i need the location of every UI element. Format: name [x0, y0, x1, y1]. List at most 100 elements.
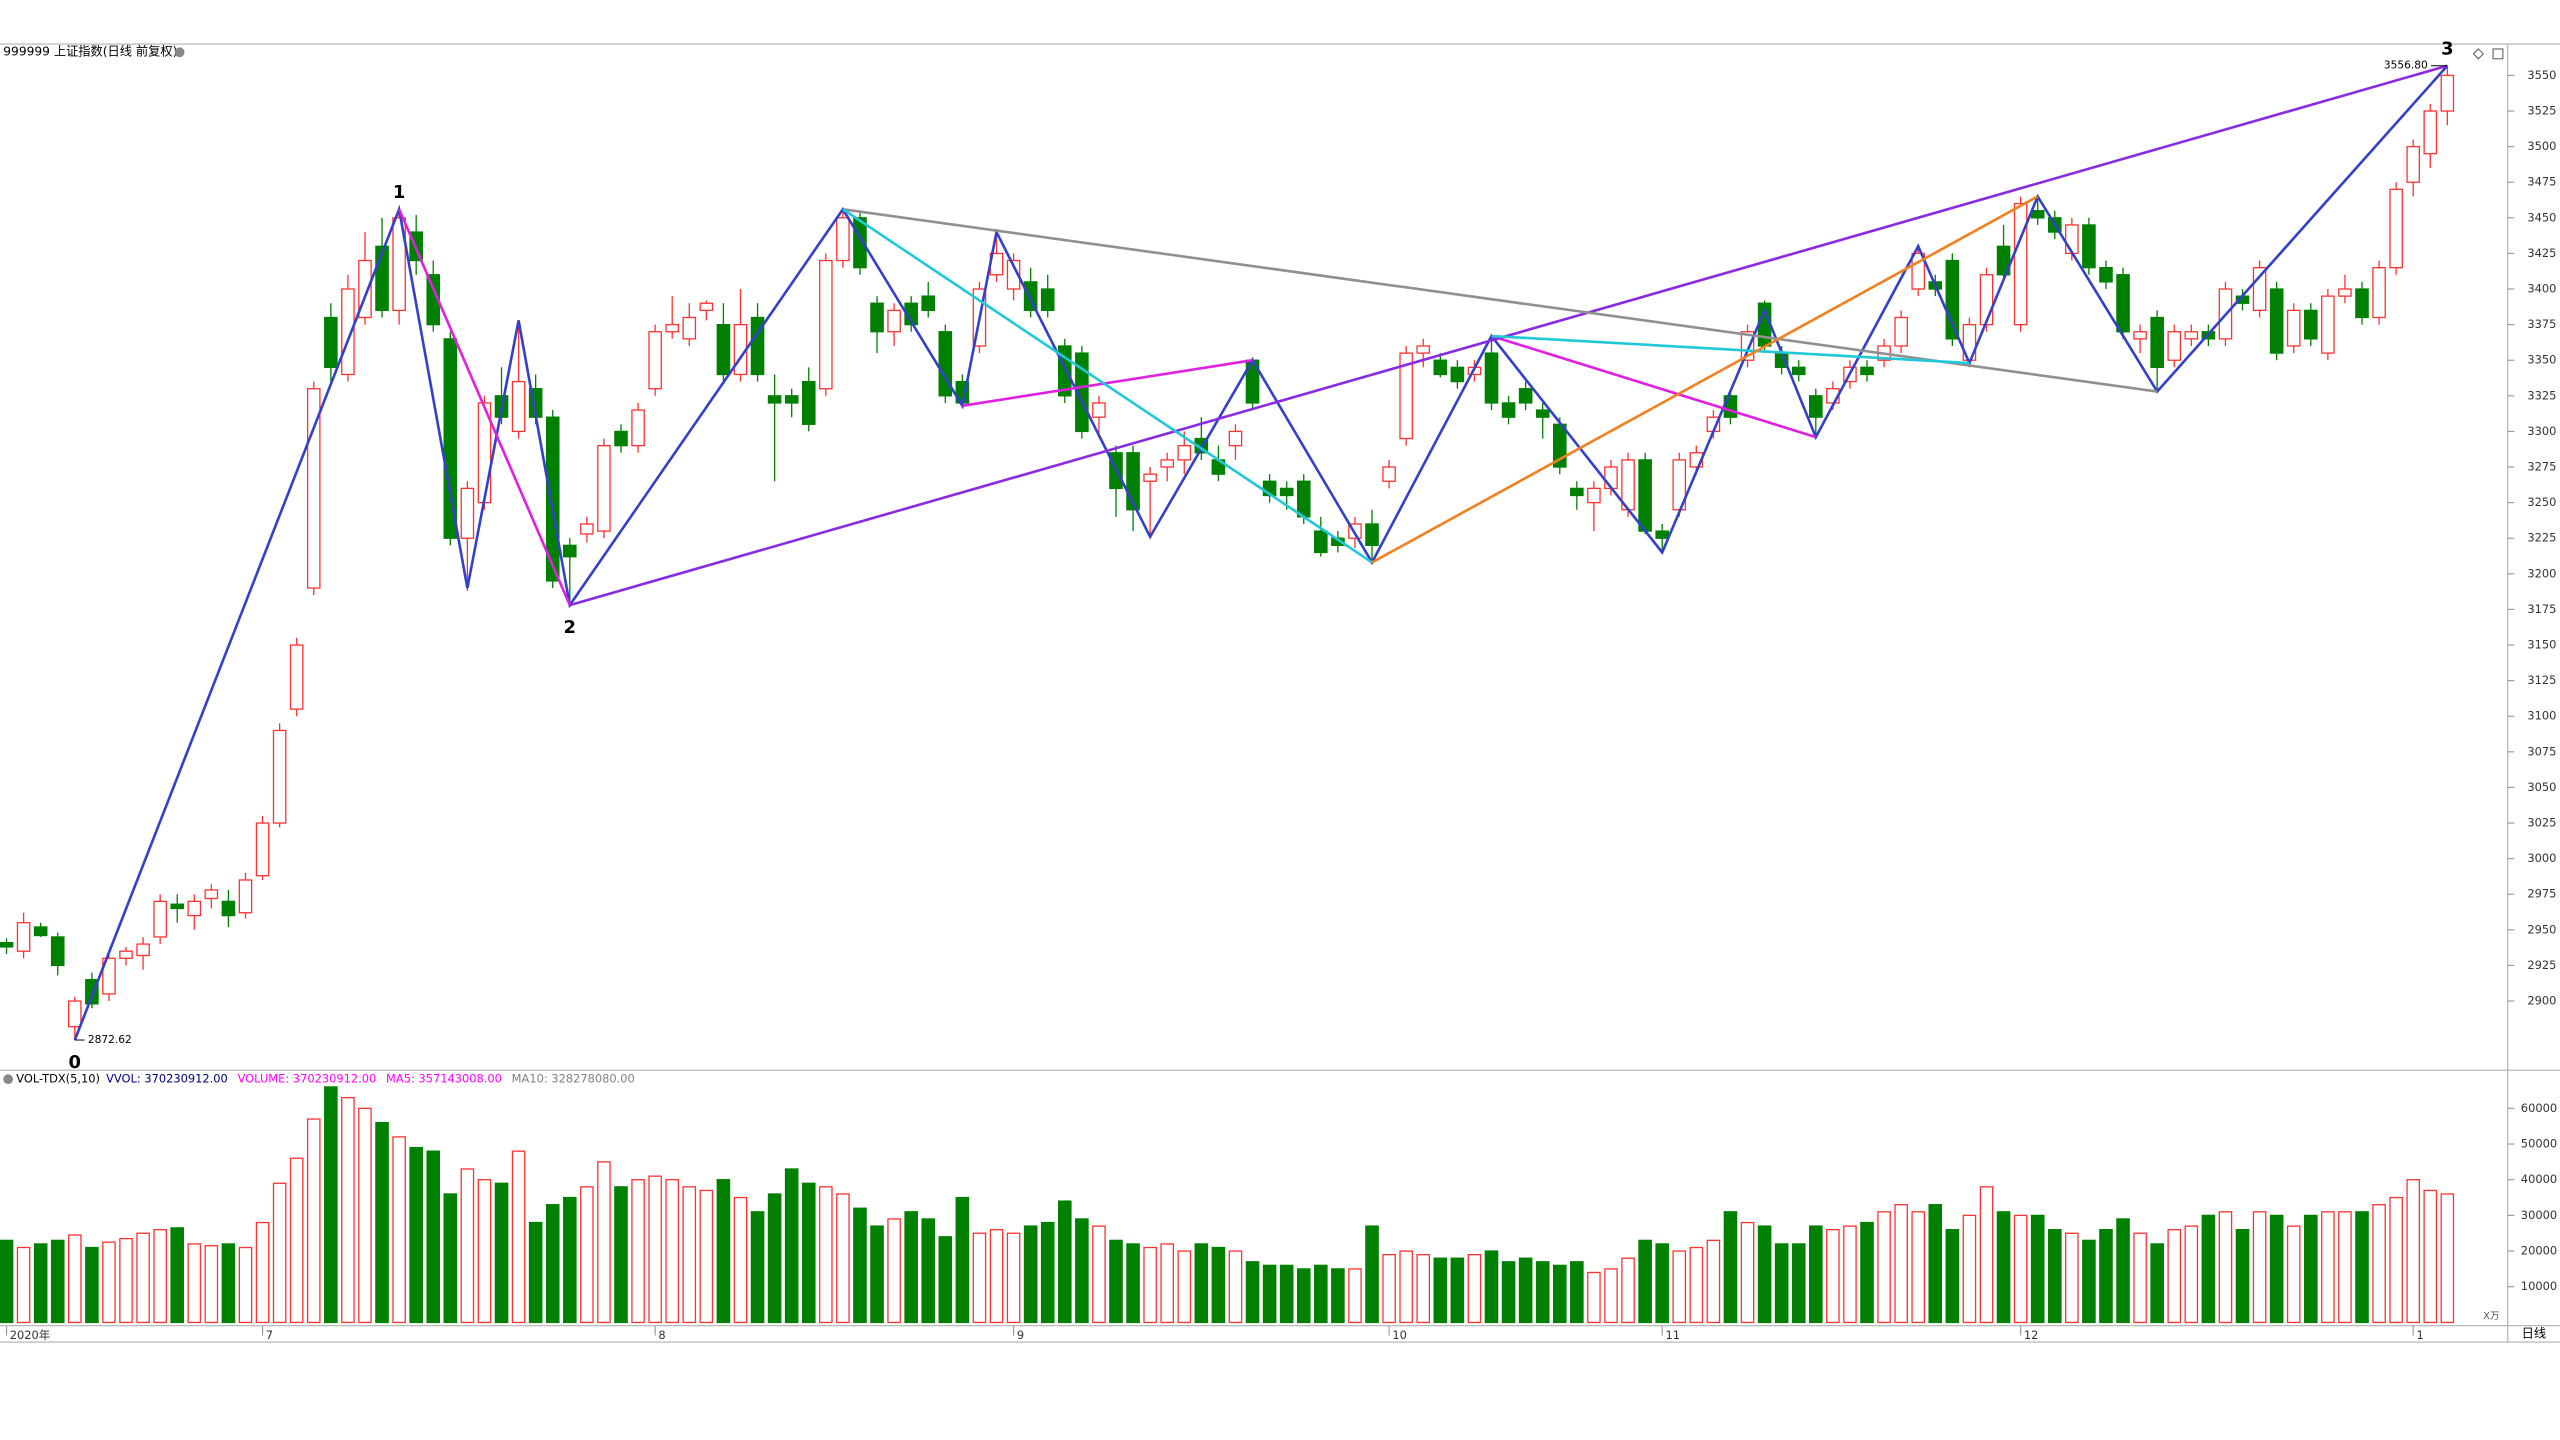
volume-bar — [2355, 1211, 2369, 1324]
candle-body — [2440, 74, 2455, 112]
y-tick-label: 3000 — [2527, 851, 2556, 865]
candle-body — [33, 926, 48, 937]
candle-body — [136, 943, 150, 957]
y-tick-label: 3225 — [2527, 531, 2556, 545]
candle-body — [1979, 274, 1994, 326]
volume-bar — [1262, 1264, 1277, 1324]
candle-body — [2133, 331, 2147, 340]
candle-body — [187, 900, 202, 917]
volume-bar — [1774, 1243, 1789, 1324]
candle-body — [221, 900, 236, 917]
trend-line — [569, 64, 2448, 607]
x-tick-label: 8 — [658, 1328, 665, 1342]
trend-line — [1371, 195, 2039, 564]
candle-body — [801, 380, 816, 425]
volume-bar — [1450, 1257, 1465, 1324]
volume-bar — [989, 1229, 1004, 1324]
candle-body — [2099, 267, 2113, 283]
diamond-icon[interactable] — [2472, 48, 2485, 60]
candle-body — [597, 445, 611, 532]
candle-body — [1809, 395, 1823, 418]
volume-bar — [1552, 1264, 1567, 1324]
y-tick-label: 3325 — [2527, 388, 2556, 402]
volume-bar — [1331, 1268, 1345, 1324]
volume-bar — [1501, 1261, 1516, 1324]
candle-body — [1450, 366, 1465, 383]
volume-bar — [631, 1179, 645, 1324]
volume-bar — [528, 1221, 543, 1324]
volume-bar — [819, 1186, 833, 1324]
volume-bar — [1296, 1268, 1311, 1324]
volume-bar — [1655, 1243, 1669, 1324]
volume-bar — [921, 1218, 936, 1324]
y-tick-label: 3450 — [2527, 210, 2556, 224]
volume-bar — [2423, 1189, 2438, 1324]
volume-bar — [306, 1118, 321, 1324]
volume-bar — [187, 1243, 202, 1324]
volume-bar — [1484, 1250, 1499, 1324]
volume-bar — [580, 1186, 594, 1324]
volume-bar — [2201, 1214, 2216, 1324]
volume-bar — [1416, 1253, 1431, 1324]
candle-body — [102, 957, 116, 995]
volume-bar — [1877, 1211, 1891, 1324]
y-tick-label: 3025 — [2527, 816, 2556, 830]
candle-body — [255, 822, 270, 877]
volume-bar — [904, 1211, 918, 1324]
y-tick-label: 3375 — [2527, 317, 2556, 331]
volume-bar — [16, 1246, 31, 1324]
volume-bar — [1109, 1239, 1123, 1324]
volume-bar — [648, 1175, 662, 1324]
settings-icon[interactable] — [174, 47, 185, 58]
candle-body — [887, 309, 901, 333]
candle-body — [1382, 466, 1396, 482]
volume-bar — [1023, 1225, 1038, 1324]
trend-line — [842, 208, 1373, 564]
candle-body — [750, 316, 765, 376]
volume-bar — [2030, 1214, 2045, 1324]
volume-bar — [665, 1179, 680, 1324]
y-tick-label: 50000 — [2521, 1137, 2557, 1151]
volume-settings-icon[interactable] — [3, 1074, 14, 1085]
candle-body — [1040, 288, 1055, 312]
window-icon[interactable] — [2492, 48, 2504, 60]
volume-bar — [119, 1237, 133, 1324]
volume-bar — [1075, 1218, 1089, 1324]
volume-bar — [221, 1243, 236, 1324]
volume-bar — [2184, 1225, 2199, 1324]
annotation-label: 3556.80 — [2384, 59, 2428, 72]
y-tick-label: 3175 — [2527, 602, 2556, 616]
legend-entry: MA5: 357143008.00 — [386, 1072, 502, 1086]
volume-bar — [562, 1196, 577, 1324]
volume-bar — [511, 1150, 526, 1324]
candle-body — [1894, 316, 1908, 347]
volume-bar — [682, 1186, 697, 1324]
volume-bar — [597, 1161, 611, 1324]
volume-bar — [33, 1243, 48, 1324]
volume-bar — [2303, 1214, 2318, 1324]
candle-body — [614, 430, 628, 447]
candle-body — [767, 395, 782, 404]
volume-bar — [1433, 1257, 1448, 1324]
volume-bar — [887, 1218, 901, 1324]
candle-body — [870, 302, 884, 333]
volume-bar — [1092, 1225, 1106, 1324]
volume-bar — [545, 1204, 560, 1324]
candle-body — [1006, 259, 1021, 290]
volume-bar — [2286, 1225, 2301, 1324]
volume-bar — [426, 1150, 441, 1324]
volume-bar — [2150, 1243, 2164, 1324]
volume-bar — [1604, 1268, 1618, 1324]
candle-body — [1399, 352, 1413, 440]
candle-body — [921, 295, 936, 312]
candle-body — [2030, 210, 2045, 219]
candle-body — [2406, 145, 2421, 183]
volume-bar — [477, 1179, 492, 1324]
candle-body — [2338, 288, 2352, 297]
x-tick-label: 10 — [1392, 1328, 1407, 1342]
y-tick-label: 2950 — [2527, 922, 2556, 936]
volume-bar — [255, 1221, 270, 1324]
volume-bar — [853, 1207, 867, 1324]
volume-bar — [272, 1182, 287, 1324]
volume-bar — [1194, 1243, 1209, 1324]
